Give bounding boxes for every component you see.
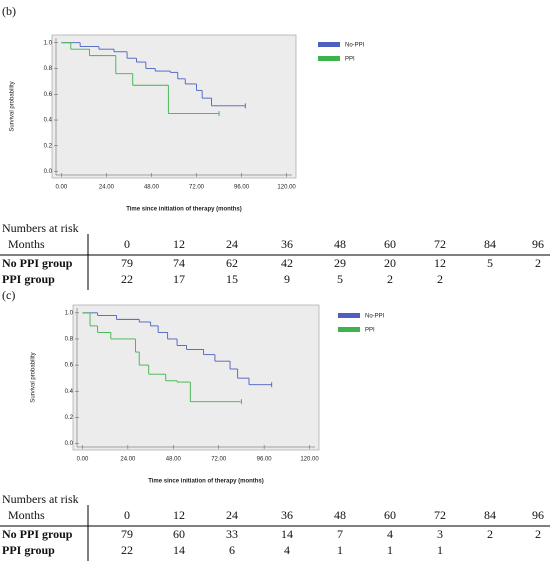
y-tick-label: 1.0 [44,40,53,46]
table-column: 24 [226,237,238,251]
y-tick-label: 0.8 [65,337,74,343]
table-column: 12 [173,508,185,522]
x-tick-label: 24.00 [120,457,136,463]
table-cell: 2 [487,527,493,541]
legend-label: PPI [365,328,375,334]
table-cell: 4 [387,527,393,541]
table-cell: 3 [437,527,443,541]
table-cell: 22 [121,272,133,286]
x-tick-label: 72.00 [211,457,227,463]
y-axis-title: Survival probability [31,352,37,402]
y-tick-label: 0.2 [65,415,74,421]
table-row-name: PPI group [2,272,55,286]
table-cell: 79 [121,527,133,541]
table-cell: 17 [173,272,185,286]
table-cell: 2 [387,272,393,286]
table-column: 72 [434,508,446,522]
y-tick-label: 0.6 [44,92,53,98]
table-column: 60 [384,508,396,522]
x-tick-label: 96.00 [234,185,250,191]
table-cell: 42 [281,256,293,270]
table-cell: 7 [337,527,343,541]
table-cell: 14 [173,543,185,557]
table-cell: 22 [121,543,133,557]
table-column: 72 [434,237,446,251]
y-axis-title: Survival probability [10,81,16,131]
table-cell: 9 [284,272,290,286]
table-cell: 60 [173,527,185,541]
table-title: Numbers at risk [2,492,79,506]
table-cell: 62 [226,256,238,270]
table-cell: 29 [334,256,346,270]
y-tick-label: 1.0 [65,310,74,316]
table-cell: 20 [384,256,396,270]
legend-label: No-PPI [345,43,365,49]
table-column: 96 [532,508,544,522]
table-cell: 5 [337,272,343,286]
legend-label: PPI [345,57,355,63]
x-axis-title: Time since initiation of therapy (months… [148,479,264,485]
table-header: Months [8,508,45,522]
y-tick-label: 0.4 [65,389,74,395]
table-column: 36 [281,508,293,522]
x-tick-label: 72.00 [189,185,205,191]
plot-area [51,34,297,179]
table-column: 84 [484,508,496,522]
table-column: 0 [124,237,130,251]
table-cell: 33 [226,527,238,541]
table-row-name: PPI group [2,543,55,557]
y-tick-label: 0.6 [65,363,74,369]
x-tick-label: 0.00 [56,185,68,191]
table-cell: 79 [121,256,133,270]
y-tick-label: 0.8 [44,66,53,72]
panel-label: (c) [2,288,15,302]
table-cell: 2 [437,272,443,286]
table-column: 36 [281,237,293,251]
table-cell: 14 [281,527,293,541]
table-header: Months [8,237,45,251]
table-cell: 1 [437,543,443,557]
plot-area [72,304,320,451]
x-tick-label: 48.00 [166,457,182,463]
table-column: 60 [384,237,396,251]
table-column: 48 [334,237,346,251]
legend-label: No-PPI [365,314,385,320]
table-title: Numbers at risk [2,221,79,235]
x-axis-title: Time since initiation of therapy (months… [126,207,242,213]
table-cell: 2 [535,527,541,541]
y-tick-label: 0.2 [44,143,53,149]
x-tick-label: 0.00 [77,457,89,463]
x-tick-label: 48.00 [144,185,160,191]
y-tick-label: 0.4 [44,118,53,124]
table-cell: 5 [487,256,493,270]
table-cell: 12 [434,256,446,270]
table-column: 24 [226,508,238,522]
table-cell: 15 [226,272,238,286]
table-column: 84 [484,237,496,251]
table-cell: 6 [229,543,235,557]
table-column: 12 [173,237,185,251]
x-tick-label: 96.00 [257,457,273,463]
x-tick-label: 24.00 [99,185,115,191]
y-tick-label: 0.0 [65,441,74,447]
legend-swatch [338,327,360,332]
panel-label: (b) [2,4,16,18]
table-row-name: No PPI group [2,256,73,270]
table-cell: 74 [173,256,185,270]
x-tick-label: 120.00 [300,457,319,463]
x-tick-label: 120.00 [277,185,296,191]
table-cell: 1 [337,543,343,557]
table-row-name: No PPI group [2,527,73,541]
table-cell: 2 [535,256,541,270]
legend-swatch [338,313,360,318]
table-column: 96 [532,237,544,251]
table-cell: 4 [284,543,290,557]
table-column: 0 [124,508,130,522]
table-column: 48 [334,508,346,522]
legend-swatch [318,56,340,61]
y-tick-label: 0.0 [44,169,53,175]
legend-swatch [318,42,340,47]
table-cell: 1 [387,543,393,557]
